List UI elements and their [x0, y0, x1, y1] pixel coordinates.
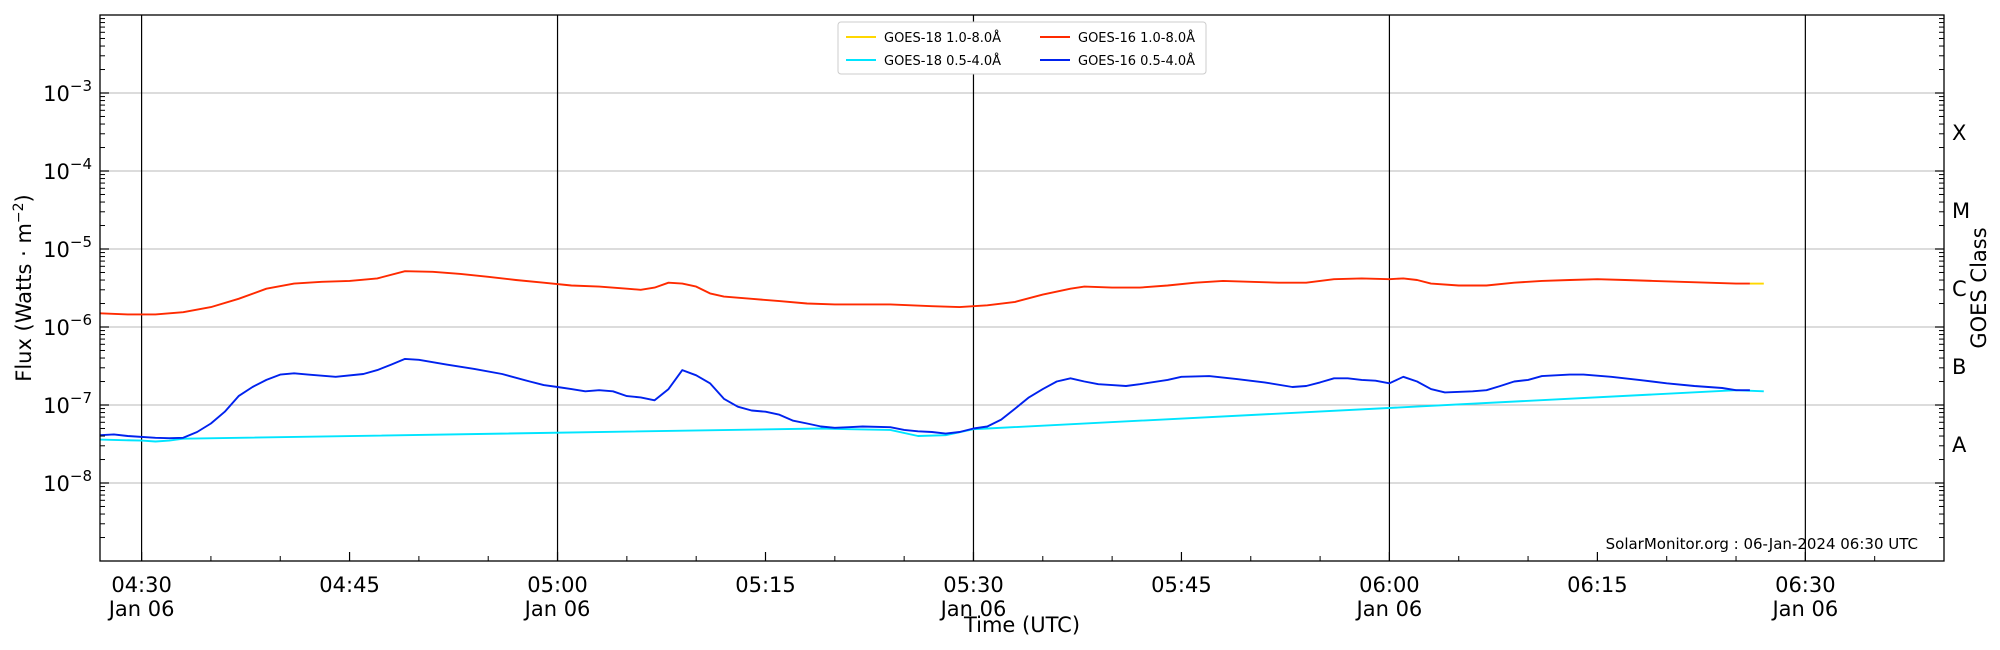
y-tick-label: 10−3: [43, 77, 92, 106]
x-axis-title: Time (UTC): [963, 613, 1080, 637]
x-tick-date: Jan 06: [1355, 597, 1423, 621]
series-lines: [99, 270, 1764, 443]
y-axis-title: Flux (Watts · m−2): [11, 194, 36, 382]
goes-class-x: X: [1952, 121, 1966, 145]
series-line-1: [99, 389, 1764, 443]
day-markers: [140, 15, 1806, 561]
credit-annotation: SolarMonitor.org : 06-Jan-2024 06:30 UTC: [1606, 535, 1918, 553]
x-tick-time: 04:45: [319, 573, 380, 597]
y-tick-labels: 10−8 10−7 10−6 10−5 10−4 10−3: [43, 77, 92, 496]
x-tick-time: 05:15: [735, 573, 796, 597]
series-line-2: [99, 270, 1750, 316]
grid-lines: [100, 92, 1944, 484]
goes-class-b: B: [1952, 355, 1966, 379]
x-tick-time: 05:30: [943, 573, 1004, 597]
x-tick-date: Jan 06: [939, 597, 1007, 621]
right-axis-title: GOES Class: [1967, 227, 1991, 348]
legend: GOES-18 1.0-8.0Å GOES-18 0.5-4.0Å GOES-16 …: [837, 21, 1207, 75]
x-tick-time: 06:30: [1775, 573, 1836, 597]
legend-label: GOES-16 0.5-4.0Å: [1078, 53, 1195, 69]
y-tick-label: 10−8: [43, 467, 92, 496]
axis-ticks: [100, 18, 1945, 561]
legend-label: GOES-18 0.5-4.0Å: [884, 53, 1001, 69]
legend-label: GOES-18 1.0-8.0Å: [884, 30, 1001, 46]
x-tick-date: Jan 06: [523, 597, 591, 621]
x-tick-date: Jan 06: [107, 597, 175, 621]
y-tick-label: 10−4: [43, 155, 92, 184]
y-tick-label: 10−7: [43, 389, 92, 418]
y-tick-label: 10−6: [43, 311, 92, 340]
goes-class-m: M: [1952, 199, 1970, 223]
goes-class-a: A: [1952, 433, 1967, 457]
series-line-3: [99, 357, 1750, 440]
y-tick-label: 10−5: [43, 233, 92, 262]
x-tick-time: 05:00: [527, 573, 588, 597]
legend-label: GOES-16 1.0-8.0Å: [1078, 30, 1195, 46]
plot-frame: [99, 14, 1945, 562]
goes-class-labels: A B C M X: [1952, 121, 1970, 457]
goes-class-c: C: [1952, 277, 1967, 301]
legend-box: [837, 21, 1207, 75]
x-tick-time: 06:15: [1567, 573, 1628, 597]
x-tick-time: 06:00: [1359, 573, 1420, 597]
x-tick-time: 04:30: [111, 573, 172, 597]
x-tick-time: 05:45: [1151, 573, 1212, 597]
x-tick-date: Jan 06: [1770, 597, 1838, 621]
